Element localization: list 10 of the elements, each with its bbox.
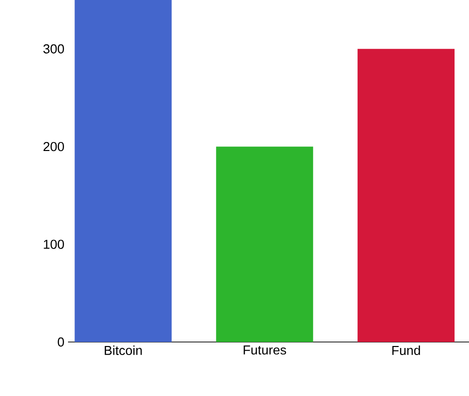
- bar: [216, 146, 314, 342]
- bar: [358, 48, 455, 342]
- bar: [74, 0, 172, 342]
- y-tick-label: 0: [58, 337, 64, 347]
- y-tick-label: 200: [44, 142, 64, 152]
- y-tick-label: 300: [43, 44, 64, 54]
- x-tick-label: Bitcoin: [104, 346, 142, 356]
- x-tick-label: Fund: [392, 346, 420, 356]
- x-tick-label: Futures: [244, 346, 286, 355]
- y-tick-label: 100: [44, 240, 64, 249]
